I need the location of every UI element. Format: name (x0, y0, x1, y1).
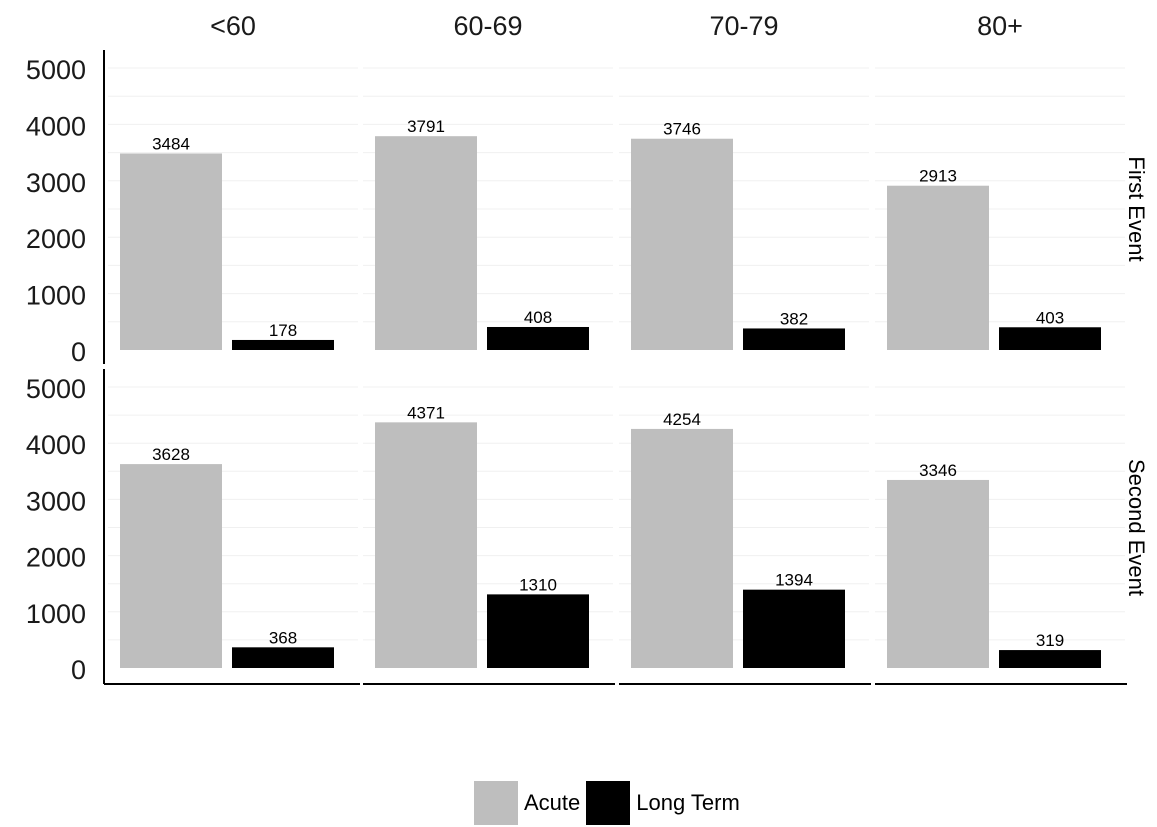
data-label: 4254 (663, 410, 701, 429)
data-label: 3746 (663, 120, 701, 139)
y-tick-label: 4000 (26, 430, 86, 460)
y-tick-label: 2000 (26, 224, 86, 254)
bar-acute (887, 185, 989, 350)
faceted-bar-chart: 0 1000 2000 3000 4000 5000 First Event 3484 3791… (26, 11, 1149, 685)
data-label: 3791 (407, 117, 445, 136)
facet-column-label: 60-69 (453, 11, 522, 41)
legend-label-acute: Acute (524, 790, 581, 815)
facet-column-label: <60 (210, 11, 256, 41)
data-label: 368 (269, 628, 297, 647)
bar-acute (375, 136, 477, 350)
bar-acute (120, 153, 222, 350)
data-label: 3346 (919, 461, 957, 480)
y-tick-label: 3000 (26, 486, 86, 516)
data-label: 178 (269, 321, 297, 340)
bar-long-term (232, 647, 334, 668)
data-label: 1394 (775, 571, 813, 590)
facet-row-label: Second Event (1124, 459, 1149, 596)
data-label: 3628 (152, 445, 190, 464)
bar-long-term (743, 589, 845, 668)
data-label: 3484 (152, 135, 190, 154)
bar-acute (631, 428, 733, 668)
facet-row-label: First Event (1124, 156, 1149, 261)
data-label: 1310 (519, 575, 557, 594)
bar-long-term (232, 339, 334, 350)
bar-acute (375, 422, 477, 668)
data-label: 4371 (407, 403, 445, 422)
y-tick-label: 1000 (26, 599, 86, 629)
y-tick-label: 5000 (26, 374, 86, 404)
facet-column-label: 70-79 (709, 11, 778, 41)
bar-acute (887, 479, 989, 668)
y-tick-label: 5000 (26, 55, 86, 85)
y-tick-label: 2000 (26, 543, 86, 573)
legend-swatch-acute (474, 781, 518, 825)
bar-long-term (999, 327, 1101, 350)
y-tick-label: 3000 (26, 168, 86, 198)
facet-column-label: 80+ (977, 11, 1023, 41)
bar-long-term (743, 328, 845, 350)
legend: Acute Long Term (474, 780, 746, 826)
data-label: 2913 (919, 167, 957, 186)
bar-acute (631, 138, 733, 350)
data-label: 408 (524, 308, 552, 327)
legend-label-long-term: Long Term (636, 790, 740, 815)
y-tick-label: 0 (71, 337, 86, 367)
y-tick-label: 4000 (26, 111, 86, 141)
bar-acute (120, 464, 222, 668)
data-label: 382 (780, 309, 808, 328)
y-tick-label: 1000 (26, 281, 86, 311)
bar-long-term (487, 326, 589, 350)
bar-long-term (487, 594, 589, 668)
legend-swatch-long-term (586, 781, 631, 825)
bar-long-term (999, 650, 1101, 668)
data-label: 403 (1036, 308, 1064, 327)
y-tick-label: 0 (71, 655, 86, 685)
data-label: 319 (1036, 631, 1064, 650)
